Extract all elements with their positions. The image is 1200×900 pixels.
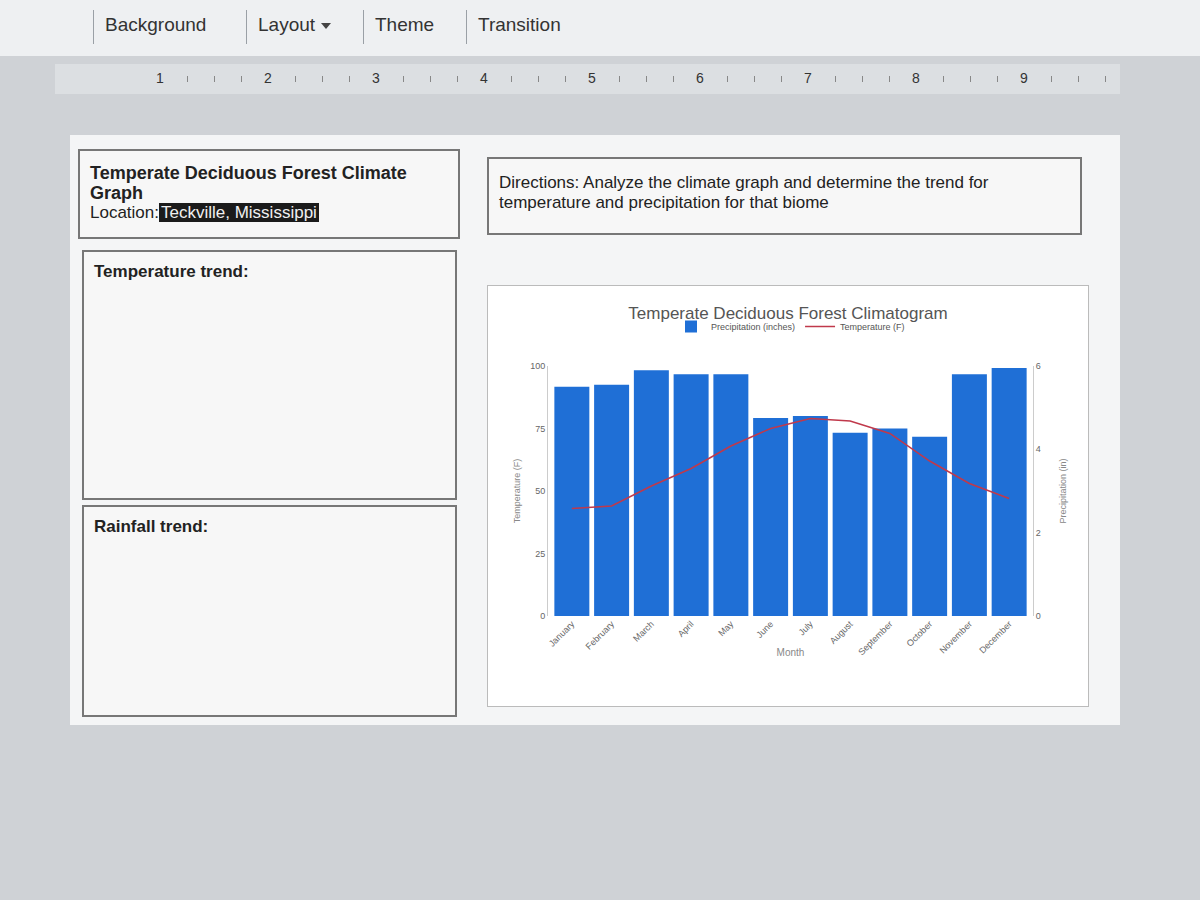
html-text:Directions: Analyze the climat: Directions: Analyze the climate graph an… [499, 173, 989, 212]
html-text:Layout: Layout [258, 14, 315, 35]
svg-text:March: March [631, 619, 656, 644]
svg-text:50: 50 [535, 486, 545, 496]
svg-text:Precipitation (in): Precipitation (in) [1058, 458, 1068, 523]
svg-text:July: July [797, 619, 816, 638]
svg-text:February: February [584, 619, 617, 652]
html-text:7: 7 [804, 70, 812, 86]
svg-text:Precipitation (inches): Precipitation (inches) [711, 322, 795, 332]
svg-text:Temperate Deciduous Forest Cli: Temperate Deciduous Forest Climatogram [628, 304, 947, 323]
svg-text:25: 25 [535, 549, 545, 559]
html-text:Transition: Transition [478, 14, 561, 35]
svg-text:75: 75 [535, 424, 545, 434]
svg-text:August: August [828, 619, 855, 646]
svg-text:October: October [905, 619, 935, 649]
svg-text:0: 0 [1036, 611, 1041, 621]
html-text:2: 2 [264, 70, 272, 86]
svg-text:2: 2 [1036, 528, 1041, 538]
html-text:8: 8 [912, 70, 920, 86]
html-text:Temperate Deciduous Forest Cli: Temperate Deciduous Forest Climate Graph [90, 163, 407, 203]
svg-text:100: 100 [530, 361, 545, 371]
html-text:3: 3 [372, 70, 380, 86]
html-text:1: 1 [156, 70, 164, 86]
html-text:9: 9 [1020, 70, 1028, 86]
html-text:5: 5 [588, 70, 596, 86]
svg-text:Temperature (F): Temperature (F) [512, 459, 522, 524]
html-text:Location: Teckville, Mississip: Location: Teckville, Mississippi [90, 203, 317, 222]
svg-text:June: June [754, 619, 775, 640]
html-text:Background: Background [105, 14, 207, 35]
svg-text:6: 6 [1036, 361, 1041, 371]
svg-text:0: 0 [540, 611, 545, 621]
html-text:Temperature trend:: Temperature trend: [94, 262, 249, 281]
svg-text:April: April [676, 619, 696, 639]
html-text:Theme: Theme [375, 14, 435, 35]
svg-text:November: November [938, 619, 974, 655]
svg-text:January: January [547, 619, 577, 649]
html-text:6: 6 [696, 70, 704, 86]
svg-text:4: 4 [1036, 444, 1041, 454]
svg-text:September: September [856, 619, 894, 657]
svg-text:Month: Month [777, 647, 805, 658]
svg-text:December: December [977, 619, 1013, 655]
svg-text:May: May [716, 619, 735, 638]
svg-text:Temperature (F): Temperature (F) [840, 322, 905, 332]
html-text:4: 4 [480, 70, 488, 86]
html-text:Rainfall trend:: Rainfall trend: [94, 517, 209, 536]
